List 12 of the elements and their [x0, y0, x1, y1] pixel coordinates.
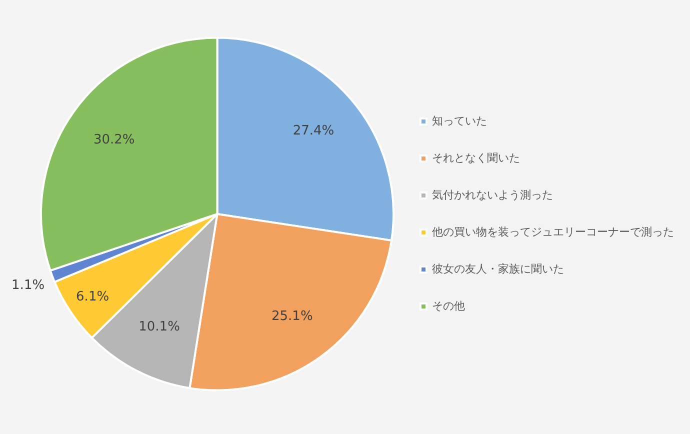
legend-label: 他の買い物を装ってジュエリーコーナーで測った — [432, 225, 674, 238]
data-label: 6.1% — [76, 289, 110, 304]
data-label: 30.2% — [93, 132, 135, 148]
legend-label: 知っていた — [432, 114, 487, 128]
data-label: 10.1% — [138, 319, 180, 334]
legend-label: 気付かれないよう測った — [432, 188, 553, 202]
data-label: 25.1% — [272, 308, 313, 324]
legend-label: その他 — [432, 299, 465, 312]
legend-label: それとなく聞いた — [432, 151, 520, 164]
data-label: 27.4% — [292, 124, 334, 139]
data-label: 1.1% — [12, 278, 45, 293]
legend-label: 彼女の友人・家族に聞いた — [432, 262, 564, 276]
